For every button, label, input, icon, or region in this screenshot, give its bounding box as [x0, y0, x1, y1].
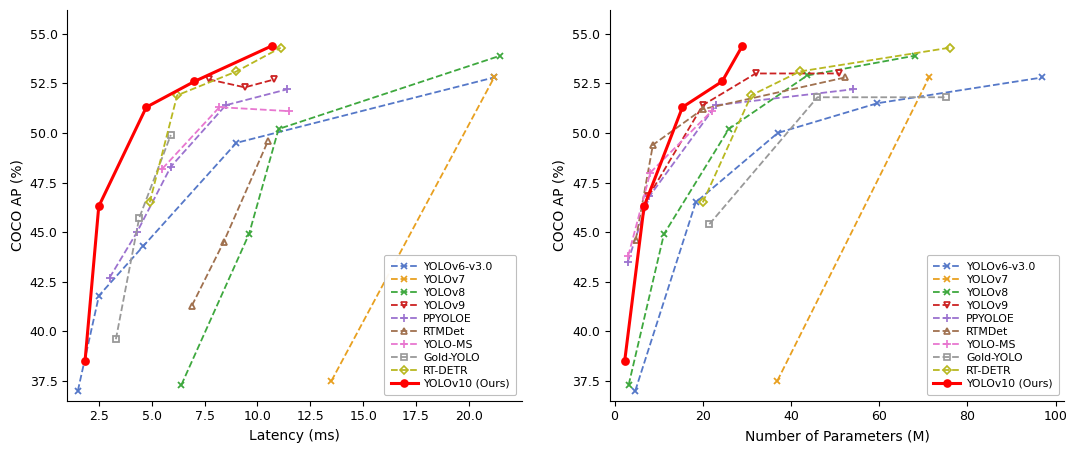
- X-axis label: Number of Parameters (M): Number of Parameters (M): [745, 429, 930, 443]
- Y-axis label: COCO AP (%): COCO AP (%): [10, 159, 24, 251]
- X-axis label: Latency (ms): Latency (ms): [249, 429, 340, 443]
- Y-axis label: COCO AP (%): COCO AP (%): [552, 159, 566, 251]
- Legend: YOLOv6-v3.0, YOLOv7, YOLOv8, YOLOv9, PPYOLOE, RTMDet, YOLO-MS, Gold-YOLO, RT-DET: YOLOv6-v3.0, YOLOv7, YOLOv8, YOLOv9, PPY…: [927, 255, 1058, 395]
- Legend: YOLOv6-v3.0, YOLOv7, YOLOv8, YOLOv9, PPYOLOE, RTMDet, YOLO-MS, Gold-YOLO, RT-DET: YOLOv6-v3.0, YOLOv7, YOLOv8, YOLOv9, PPY…: [384, 255, 516, 395]
